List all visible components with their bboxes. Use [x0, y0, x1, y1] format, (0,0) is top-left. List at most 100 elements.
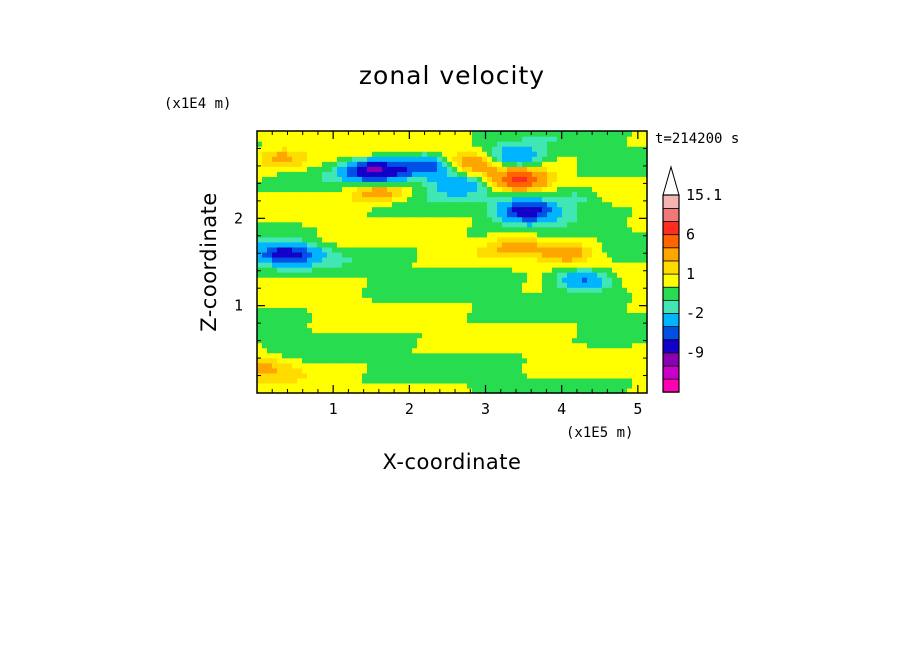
heatmap-cell [602, 251, 608, 258]
heatmap-cell [357, 327, 363, 334]
heatmap-cell [257, 382, 263, 389]
heatmap-cell [257, 136, 263, 142]
heatmap-cell [422, 161, 428, 167]
heatmap-cell [552, 287, 558, 293]
heatmap-cell [607, 372, 613, 379]
heatmap-cell [437, 226, 443, 233]
heatmap-cell [452, 262, 458, 268]
heatmap-cell [472, 216, 478, 223]
heatmap-cell [442, 201, 448, 208]
heatmap-cell [377, 146, 383, 152]
heatmap-cell [567, 201, 573, 208]
heatmap-cell [537, 131, 543, 137]
heatmap-cell [307, 256, 313, 263]
heatmap-cell [362, 337, 368, 344]
heatmap-cell [347, 277, 353, 283]
heatmap-cell [302, 171, 308, 177]
heatmap-cell [587, 277, 593, 283]
heatmap-cell [487, 221, 493, 228]
heatmap-cell [297, 256, 303, 263]
heatmap-cell [552, 387, 558, 394]
heatmap-cell [407, 186, 413, 193]
heatmap-cell [637, 166, 643, 172]
heatmap-cell [377, 337, 383, 344]
colorbar-label: 1 [686, 265, 695, 283]
heatmap-cell [482, 156, 488, 162]
heatmap-cell [422, 292, 428, 298]
heatmap-cell [297, 221, 303, 228]
heatmap-cell [372, 347, 378, 354]
heatmap-cell [387, 166, 393, 172]
heatmap-cell [572, 307, 578, 313]
heatmap-cell [452, 382, 458, 389]
heatmap-cell [602, 307, 608, 313]
heatmap-cell [617, 226, 623, 233]
heatmap-cell [537, 377, 543, 384]
heatmap-cell [307, 367, 313, 374]
heatmap-cell [627, 322, 633, 329]
heatmap-cell [517, 272, 523, 278]
heatmap-cell [412, 282, 418, 288]
heatmap-cell [347, 282, 353, 288]
heatmap-cell [462, 282, 468, 288]
heatmap-cell [622, 327, 628, 334]
heatmap-cell [502, 211, 508, 218]
heatmap-cell [422, 377, 428, 384]
heatmap-cell [417, 297, 423, 303]
heatmap-cell [532, 251, 538, 258]
heatmap-cell [532, 131, 538, 137]
heatmap-cell [557, 156, 563, 162]
heatmap-cell [577, 302, 583, 308]
heatmap-cell [632, 377, 638, 384]
heatmap-cell [282, 196, 288, 203]
heatmap-cell [432, 332, 438, 339]
heatmap-cell [367, 251, 373, 258]
heatmap-cell [427, 171, 433, 177]
heatmap-cell [442, 236, 448, 243]
heatmap-cell [282, 186, 288, 193]
heatmap-cell [322, 307, 328, 313]
heatmap-cell [387, 322, 393, 329]
heatmap-cell [502, 246, 508, 253]
heatmap-cell [392, 211, 398, 218]
heatmap-cell [547, 171, 553, 177]
heatmap-cell [487, 357, 493, 364]
heatmap-cell [332, 231, 338, 238]
heatmap-cell [312, 342, 318, 349]
heatmap-cell [517, 377, 523, 384]
heatmap-cell [572, 337, 578, 344]
heatmap-cell [262, 221, 268, 228]
colorbar-swatch [662, 260, 680, 275]
heatmap-cell [642, 156, 648, 162]
heatmap-cell [547, 292, 553, 298]
heatmap-cell [367, 141, 373, 147]
heatmap-cell [582, 216, 588, 223]
heatmap-cell [337, 216, 343, 223]
heatmap-cell [347, 161, 353, 167]
heatmap-cell [292, 171, 298, 177]
heatmap-cell [612, 141, 618, 147]
heatmap-cell [542, 206, 548, 213]
heatmap-cell [267, 216, 273, 223]
heatmap-cell [627, 382, 633, 389]
heatmap-cell [397, 332, 403, 339]
heatmap-cell [512, 136, 518, 142]
heatmap-cell [602, 201, 608, 208]
heatmap-cell [592, 251, 598, 258]
heatmap-cell [547, 342, 553, 349]
heatmap-cell [362, 221, 368, 228]
heatmap-cell [462, 272, 468, 278]
heatmap-cell [332, 322, 338, 329]
heatmap-cell [402, 201, 408, 208]
heatmap-cell [332, 241, 338, 248]
heatmap-cell [612, 231, 618, 238]
heatmap-cell [562, 131, 568, 137]
heatmap-cell [537, 166, 543, 172]
heatmap-cell [427, 377, 433, 384]
heatmap-cell [277, 302, 283, 308]
heatmap-cell [502, 277, 508, 283]
heatmap-cell [402, 317, 408, 324]
heatmap-cell [302, 277, 308, 283]
heatmap-cell [257, 292, 263, 298]
heatmap-cell [327, 262, 333, 268]
